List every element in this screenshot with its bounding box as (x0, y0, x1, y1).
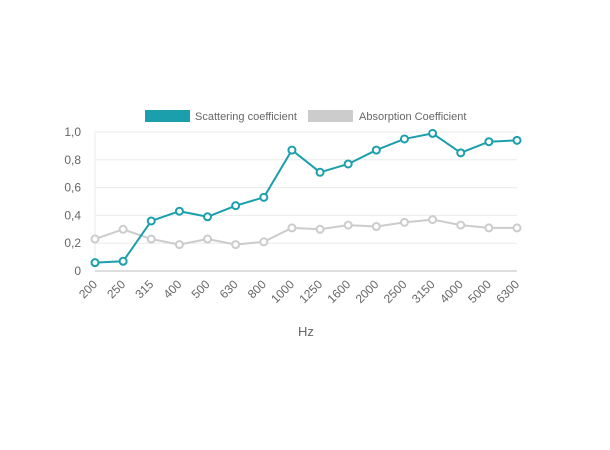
y-tick-label: 0 (74, 264, 81, 278)
data-point[interactable] (371, 145, 381, 155)
legend-label: Absorption Coefficient (359, 111, 466, 123)
x-axis-ticks: 200 250 315 400 500 630 800 1000 1250 1600 2000 250… (76, 277, 522, 306)
data-point[interactable] (371, 222, 381, 232)
data-point[interactable] (259, 237, 269, 247)
x-tick-label: 1600 (325, 277, 354, 306)
data-point[interactable] (343, 159, 353, 169)
x-tick-label: 4000 (437, 277, 466, 306)
data-point[interactable] (512, 135, 522, 145)
x-tick-label: 630 (217, 277, 241, 301)
x-tick-label: 5000 (465, 277, 494, 306)
y-tick-label: 1,0 (64, 125, 81, 139)
data-point[interactable] (174, 206, 184, 216)
data-point[interactable] (399, 217, 409, 227)
legend-item[interactable]: Absorption Coefficient (308, 110, 466, 123)
data-point[interactable] (343, 220, 353, 230)
data-point[interactable] (315, 167, 325, 177)
data-point[interactable] (287, 223, 297, 233)
x-tick-label: 1250 (296, 277, 325, 306)
data-point[interactable] (118, 256, 128, 266)
data-point[interactable] (118, 224, 128, 234)
data-point[interactable] (512, 223, 522, 233)
data-point[interactable] (203, 212, 213, 222)
data-point[interactable] (259, 192, 269, 202)
x-tick-label: 500 (189, 277, 213, 301)
y-tick-label: 0,4 (64, 208, 81, 222)
data-point[interactable] (174, 240, 184, 250)
y-tick-label: 0,2 (64, 236, 81, 250)
series-line (94, 132, 518, 264)
data-point[interactable] (90, 258, 100, 268)
data-point[interactable] (231, 240, 241, 250)
data-point[interactable] (456, 148, 466, 158)
x-axis-title: Hz (298, 324, 314, 339)
legend-item[interactable]: Scattering coefficient (145, 110, 297, 123)
x-tick-label: 6300 (493, 277, 522, 306)
series-layer (90, 128, 522, 268)
data-point[interactable] (428, 215, 438, 225)
y-tick-label: 0,8 (64, 153, 81, 167)
data-point[interactable] (484, 137, 494, 147)
x-tick-label: 2500 (381, 277, 410, 306)
x-tick-label: 800 (245, 277, 269, 301)
x-tick-label: 400 (160, 277, 184, 301)
data-point[interactable] (90, 234, 100, 244)
x-tick-label: 3150 (409, 277, 438, 306)
data-point[interactable] (399, 134, 409, 144)
x-tick-label: 2000 (353, 277, 382, 306)
x-tick-label: 200 (76, 277, 100, 301)
series-scattering (90, 128, 522, 268)
series-line (94, 218, 517, 246)
data-point[interactable] (146, 234, 156, 244)
data-point[interactable] (287, 145, 297, 155)
data-point[interactable] (428, 128, 438, 138)
data-point[interactable] (146, 216, 156, 226)
data-point[interactable] (203, 234, 213, 244)
data-point[interactable] (231, 201, 241, 211)
x-tick-label: 315 (132, 277, 156, 301)
data-point[interactable] (456, 220, 466, 230)
legend-label: Scattering coefficient (195, 111, 297, 123)
y-axis-ticks: 0 0,2 0,4 0,6 0,8 1,0 (64, 125, 81, 278)
legend-swatch (145, 110, 190, 122)
x-tick-label: 250 (104, 277, 128, 301)
x-tick-label: 1000 (268, 277, 297, 306)
data-point[interactable] (315, 224, 325, 234)
legend-swatch (308, 110, 353, 122)
y-tick-label: 0,6 (64, 181, 81, 195)
series-absorption (90, 215, 522, 250)
chart-legend: Scattering coefficient Absorption Coeffic… (145, 110, 466, 123)
data-point[interactable] (484, 223, 494, 233)
y-gridlines (95, 131, 517, 272)
